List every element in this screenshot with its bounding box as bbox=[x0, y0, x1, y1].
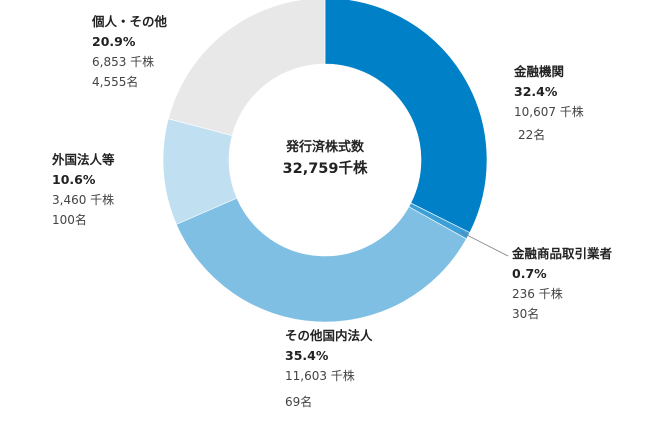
slice-financial-institutions bbox=[324, 0, 488, 234]
slice-shares: 236 千株 bbox=[512, 287, 563, 301]
slice-holders: 100名 bbox=[52, 213, 87, 227]
slice-holders: 4,555名 bbox=[92, 75, 139, 89]
slice-percent: 32.4% bbox=[514, 84, 558, 99]
slice-name: 外国法人等 bbox=[52, 152, 115, 167]
center-title: 発行済株式数 bbox=[285, 140, 364, 155]
slice-individuals-other bbox=[167, 0, 326, 136]
slice-percent: 10.6% bbox=[52, 172, 96, 187]
slice-name: その他国内法人 bbox=[285, 328, 373, 343]
slice-name: 金融商品取引業者 bbox=[512, 246, 613, 261]
label-securities-firms: 金融商品取引業者 0.7% 236 千株 30名 bbox=[512, 244, 612, 324]
slice-percent: 20.9% bbox=[92, 34, 136, 49]
slice-other-domestic-corporations bbox=[175, 197, 467, 323]
slice-name: 金融機関 bbox=[514, 64, 565, 79]
center-total: 32,759千株 bbox=[282, 161, 368, 177]
slice-shares: 10,607 千株 bbox=[514, 105, 584, 119]
label-foreign-corporations: 外国法人等 10.6% 3,460 千株 100名 bbox=[52, 150, 115, 230]
leader-line-securities-firms bbox=[460, 231, 509, 257]
label-other-domestic-corporations: その他国内法人 35.4% 11,603 千株 69名 bbox=[285, 326, 373, 412]
label-financial-institutions: 金融機関 32.4% 10,607 千株 22名 bbox=[514, 62, 584, 145]
slice-holders: 69名 bbox=[285, 395, 313, 409]
slice-shares: 6,853 千株 bbox=[92, 55, 155, 69]
label-individuals-other: 個人・その他 20.9% 6,853 千株 4,555名 bbox=[92, 12, 167, 92]
chart-center-label: 発行済株式数 32,759千株 bbox=[255, 138, 395, 180]
slice-name: 個人・その他 bbox=[92, 14, 168, 29]
slice-percent: 0.7% bbox=[512, 266, 547, 281]
slice-shares: 11,603 千株 bbox=[285, 369, 355, 383]
slice-holders: 30名 bbox=[512, 307, 540, 321]
slice-shares: 3,460 千株 bbox=[52, 193, 115, 207]
slice-percent: 35.4% bbox=[285, 348, 329, 363]
slice-holders: 22名 bbox=[518, 128, 546, 142]
